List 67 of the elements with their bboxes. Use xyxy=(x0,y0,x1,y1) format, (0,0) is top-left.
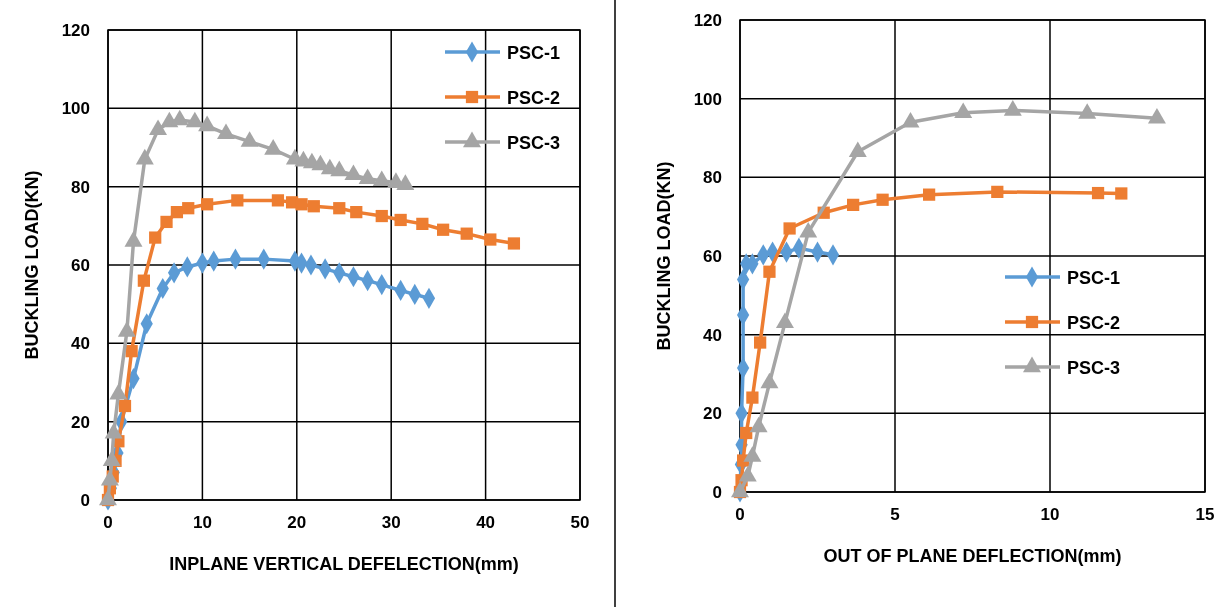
x-tick-label: 20 xyxy=(287,513,307,532)
point xyxy=(1115,187,1128,200)
point xyxy=(437,223,450,236)
y-tick-label: 80 xyxy=(703,168,722,188)
x-tick-label: 5 xyxy=(890,505,900,524)
y-tick-label: 100 xyxy=(61,99,90,119)
x-axis-title: OUT OF PLANE DEFLECTION(mm) xyxy=(823,546,1122,566)
x-tick-label: 0 xyxy=(735,505,745,524)
point xyxy=(182,202,195,215)
y-tick-label: 20 xyxy=(71,412,90,432)
point xyxy=(783,222,796,235)
point xyxy=(125,345,138,358)
x-tick-label: 10 xyxy=(1040,505,1060,524)
point xyxy=(922,188,936,201)
point xyxy=(484,233,497,246)
point xyxy=(991,185,1004,199)
legend-label: PSC-2 xyxy=(1067,313,1121,333)
y-tick-label: 60 xyxy=(703,247,722,266)
x-tick-label: 40 xyxy=(476,513,496,532)
legend-label: PSC-1 xyxy=(1067,268,1121,288)
y-axis-title: BUCKLING LOAD(KN) xyxy=(654,161,674,351)
y-tick-label: 0 xyxy=(712,483,722,502)
y-tick-label: 20 xyxy=(703,404,722,424)
y-tick-label: 120 xyxy=(61,21,90,40)
point xyxy=(333,202,346,215)
y-tick-label: 80 xyxy=(71,177,90,197)
legend-label: PSC-3 xyxy=(1067,358,1121,378)
y-tick-label: 120 xyxy=(693,11,722,30)
point xyxy=(394,213,407,227)
x-tick-label: 10 xyxy=(192,513,212,532)
point xyxy=(507,237,521,250)
point xyxy=(1091,186,1105,200)
y-axis-title: BUCKLING LOAD(KN) xyxy=(22,170,42,360)
point xyxy=(954,102,973,119)
point xyxy=(118,399,132,413)
point xyxy=(231,194,244,207)
point xyxy=(754,336,767,349)
point xyxy=(375,209,388,223)
point xyxy=(201,198,214,211)
x-tick-label: 30 xyxy=(381,513,401,532)
y-tick-label: 40 xyxy=(703,325,722,345)
point xyxy=(307,200,320,213)
legend-label: PSC-2 xyxy=(507,88,561,108)
point xyxy=(740,426,753,440)
point xyxy=(170,206,184,219)
y-tick-label: 100 xyxy=(693,89,722,109)
point xyxy=(271,194,285,207)
point xyxy=(847,198,860,211)
point xyxy=(160,215,173,229)
point xyxy=(416,217,429,230)
legend-label: PSC-1 xyxy=(507,43,561,63)
point xyxy=(350,206,363,219)
y-tick-label: 60 xyxy=(71,256,90,275)
point xyxy=(876,193,889,206)
point xyxy=(460,227,473,240)
point xyxy=(746,391,759,404)
point xyxy=(763,265,776,278)
y-tick-label: 40 xyxy=(71,334,90,354)
point xyxy=(149,231,162,244)
point xyxy=(295,198,308,211)
x-axis-title: INPLANE VERTICAL DEFELECTION(mm) xyxy=(169,554,519,574)
y-tick-label: 0 xyxy=(80,491,90,510)
x-tick-label: 0 xyxy=(103,513,113,532)
x-tick-label: 15 xyxy=(1195,505,1215,524)
legend-label: PSC-3 xyxy=(507,133,561,153)
x-tick-label: 50 xyxy=(570,513,590,532)
point xyxy=(137,274,150,287)
